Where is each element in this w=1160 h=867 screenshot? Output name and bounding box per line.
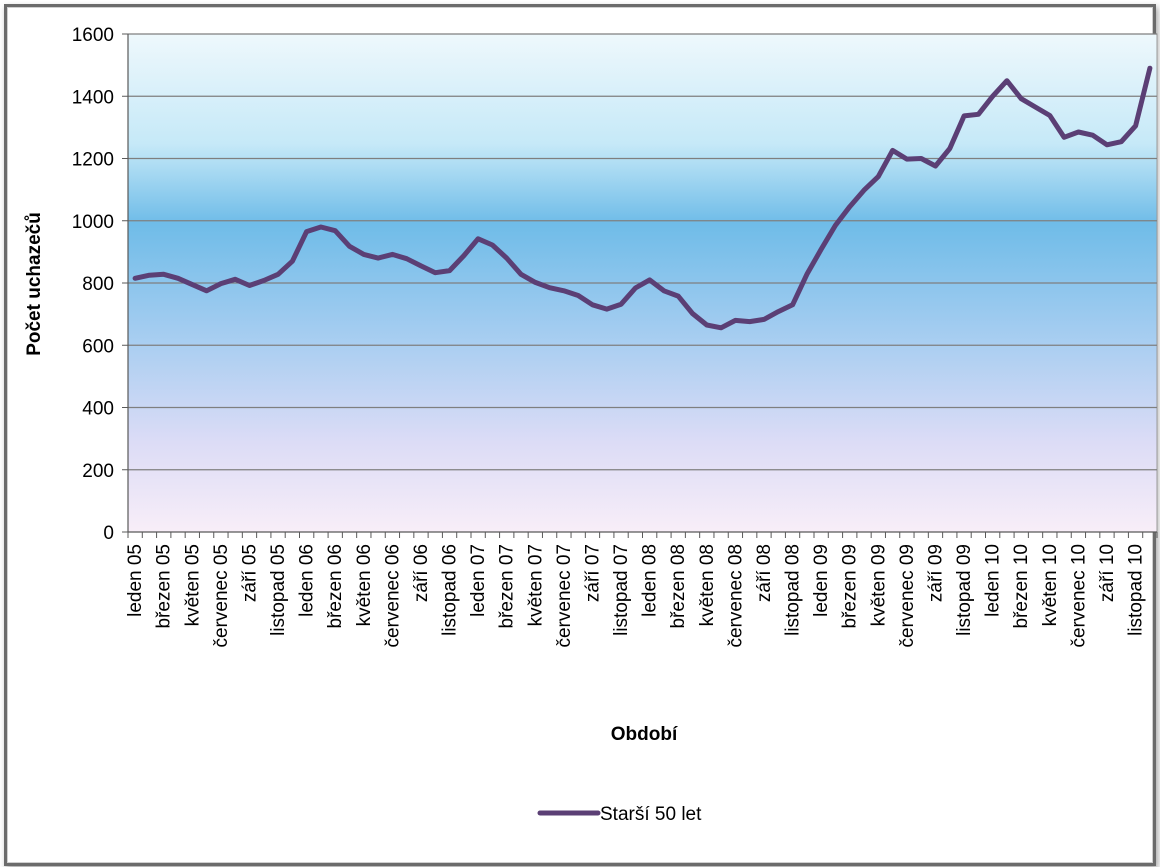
x-tick-label: leden 10 (983, 544, 1004, 617)
y-axis-ticks: 0 200 400 600 800 1000 1200 1400 1600 (72, 25, 128, 544)
y-tick-label: 0 (103, 523, 114, 544)
x-tick-label: březen 09 (840, 544, 861, 629)
legend: Starší 50 let (537, 804, 702, 825)
x-tick-label: listopad 10 (1126, 544, 1147, 636)
x-tick-label: leden 05 (125, 544, 146, 617)
x-tick-label: březen 05 (154, 544, 175, 629)
x-tick-label: září 07 (583, 544, 604, 602)
x-axis-ticks: leden 05 březen 05 květen 05 červenec 05 zář… (125, 532, 1158, 648)
x-tick-label: květen 05 (182, 544, 203, 626)
x-tick-label: březen 07 (497, 544, 518, 629)
y-tick-label: 1600 (72, 25, 114, 46)
x-tick-label: březen 08 (668, 544, 689, 629)
x-tick-label: září 09 (926, 544, 947, 602)
y-tick-label: 200 (82, 461, 114, 482)
x-tick-label: červenec 07 (554, 544, 575, 648)
x-tick-label: leden 07 (468, 544, 489, 617)
x-tick-label: listopad 07 (611, 544, 632, 636)
x-tick-label: červenec 08 (725, 544, 746, 648)
x-tick-label: květen 09 (868, 544, 889, 626)
y-tick-label: 1200 (72, 150, 114, 171)
series-lines (132, 65, 1153, 331)
x-tick-label: červenec 09 (897, 544, 918, 648)
x-tick-label: září 08 (754, 544, 775, 602)
x-tick-label: březen 06 (325, 544, 346, 629)
x-tick-label: listopad 05 (268, 544, 289, 636)
y-axis-title: Počet uchazečů (24, 212, 45, 356)
series-line (132, 65, 1153, 331)
x-tick-label: červenec 10 (1068, 544, 1089, 648)
y-tick-label: 800 (82, 274, 114, 295)
y-tick-label: 600 (82, 336, 114, 357)
x-tick-label: květen 07 (525, 544, 546, 626)
x-axis-title: Období (611, 724, 678, 745)
x-tick-label: leden 06 (297, 544, 318, 617)
y-tick-label: 1400 (72, 87, 114, 108)
x-tick-label: leden 08 (640, 544, 661, 617)
x-tick-label: září 05 (240, 544, 261, 602)
x-tick-label: květen 08 (697, 544, 718, 626)
x-tick-label: listopad 06 (440, 544, 461, 636)
x-tick-label: květen 10 (1040, 544, 1061, 626)
y-tick-label: 400 (82, 399, 114, 420)
x-tick-label: září 10 (1097, 544, 1118, 602)
x-tick-label: listopad 08 (783, 544, 804, 636)
y-tick-label: 1000 (72, 212, 114, 233)
x-tick-label: březen 10 (1011, 544, 1032, 629)
x-tick-label: leden 09 (811, 544, 832, 617)
x-tick-label: květen 06 (354, 544, 375, 626)
x-tick-label: listopad 09 (954, 544, 975, 636)
x-tick-label: červenec 06 (382, 544, 403, 648)
x-tick-label: září 06 (411, 544, 432, 602)
legend-label: Starší 50 let (600, 804, 702, 825)
x-tick-label: červenec 05 (211, 544, 232, 648)
